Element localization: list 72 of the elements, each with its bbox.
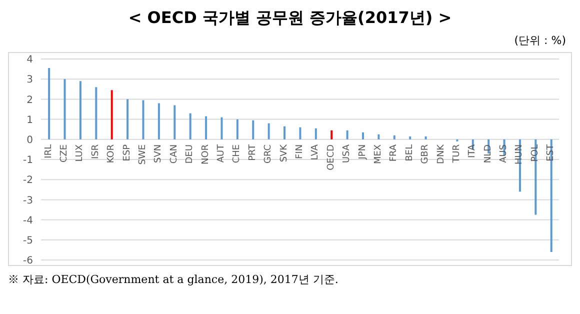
- bar: [268, 123, 270, 140]
- x-tick-label: SVN: [154, 144, 164, 164]
- x-tick-label: KOR: [106, 144, 117, 164]
- x-tick-label: GBR: [420, 144, 431, 164]
- y-tick-label: -6: [23, 256, 33, 267]
- bar: [284, 126, 286, 140]
- y-tick-label: -1: [23, 155, 33, 166]
- x-tick-label: CAN: [169, 144, 180, 164]
- y-tick-label: 0: [26, 134, 33, 146]
- x-tick-label: USA: [342, 144, 352, 164]
- y-tick-label: 3: [26, 74, 33, 86]
- bar: [252, 120, 254, 140]
- x-tick-label: PRT: [248, 144, 258, 161]
- bar: [378, 134, 380, 140]
- bar: [362, 132, 364, 140]
- bar: [346, 130, 348, 140]
- x-tick-label: LUX: [75, 144, 86, 162]
- bar: [64, 79, 66, 140]
- y-tick-label: 2: [26, 94, 33, 106]
- bar: [158, 103, 160, 140]
- x-tick-label: FIN: [295, 144, 305, 159]
- y-tick-label: 4: [26, 54, 33, 66]
- x-tick-label: EST: [546, 144, 556, 162]
- x-tick-label: JPN: [358, 144, 368, 160]
- bar: [48, 68, 50, 140]
- x-tick-label: CHE: [232, 144, 242, 164]
- x-tick-label: CZE: [60, 144, 70, 163]
- bar: [314, 128, 317, 140]
- x-tick-label: NOR: [200, 144, 211, 164]
- bar: [110, 90, 113, 140]
- x-tick-label: TUR: [452, 144, 462, 164]
- bar: [330, 130, 333, 140]
- y-tick-label: -3: [23, 195, 33, 206]
- bar: [126, 99, 129, 140]
- bar: [79, 81, 82, 140]
- bar: [142, 100, 144, 140]
- bar: [299, 127, 302, 140]
- x-tick-label: POL: [530, 144, 540, 162]
- x-tick-label: IRL: [44, 144, 54, 158]
- x-tick-label: AUT: [216, 144, 227, 163]
- chart-subtitle: (단위 : %): [513, 33, 566, 48]
- x-tick-label: LVA: [310, 144, 321, 160]
- x-tick-label: HUN: [514, 144, 525, 164]
- y-tick-label: 1: [26, 114, 33, 126]
- x-tick-label: OECD: [326, 144, 336, 170]
- x-tick-label: DNK: [436, 143, 446, 164]
- y-tick-label: -4: [23, 215, 33, 226]
- x-tick-label: SWE: [138, 144, 148, 165]
- x-tick-label: ITA: [468, 144, 478, 158]
- bar: [393, 135, 396, 140]
- x-tick-label: MEX: [373, 144, 384, 164]
- chart-title: < OECD 국가별 공무원 증가율(2017년) >: [127, 8, 453, 29]
- y-tick-label: -2: [23, 175, 33, 186]
- bar: [424, 136, 427, 140]
- x-tick-label: AUS: [499, 144, 510, 163]
- x-tick-label: NLD: [483, 144, 494, 164]
- x-tick-label: ISR: [90, 144, 101, 160]
- x-tick-label: SVK: [279, 143, 290, 162]
- x-tick-label: BEL: [404, 144, 415, 162]
- bar: [236, 119, 238, 140]
- bar: [409, 136, 412, 140]
- text: ※ 자료: OECD(Government at a glance, 2019), 2017년 기준.: [8, 272, 340, 287]
- x-tick-label: GRC: [264, 144, 274, 164]
- y-tick-label: -5: [23, 235, 33, 246]
- bar: [189, 113, 192, 140]
- x-tick-label: DEU: [185, 144, 196, 164]
- bar: [95, 87, 98, 140]
- x-tick-label: FRA: [389, 144, 400, 162]
- bar: [174, 105, 176, 140]
- x-tick-label: ESP: [122, 144, 132, 162]
- bar: [220, 117, 223, 140]
- bar: [205, 116, 208, 140]
